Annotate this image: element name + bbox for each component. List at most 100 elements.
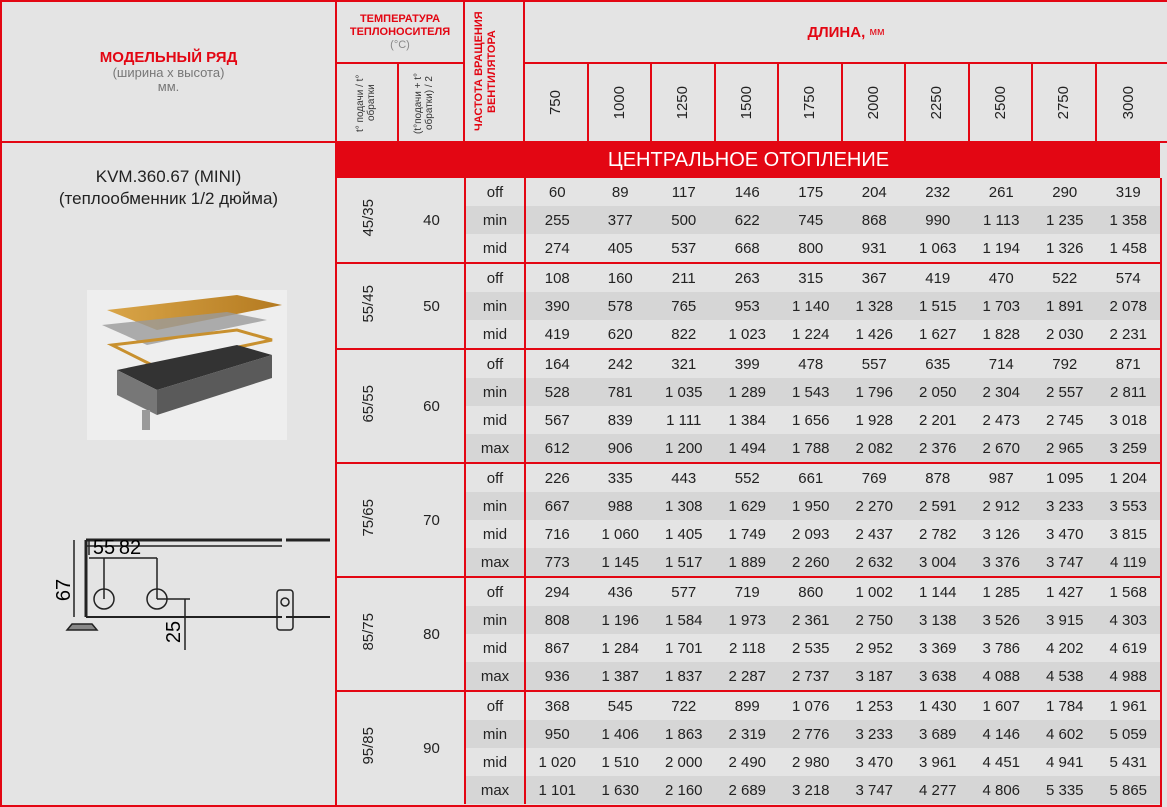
heat-output-value: 1 076 <box>779 690 843 720</box>
length-column-header: 1000 <box>588 64 652 143</box>
temp-average: 90 <box>423 739 440 757</box>
heat-output-value: 255 <box>525 206 589 234</box>
heat-output-value: 4 119 <box>1096 548 1160 577</box>
dim-55: 55 <box>93 537 115 559</box>
heat-output-value: 3 553 <box>1096 492 1160 520</box>
length-header: ДЛИНА, мм <box>525 2 1167 64</box>
temp-average-cell: 90 <box>399 690 466 804</box>
dim-25: 25 <box>163 621 185 643</box>
heat-output-value: 2 201 <box>918 411 957 429</box>
heat-output-value: 1 568 <box>1096 576 1160 606</box>
heat-output-value: 5 431 <box>1109 753 1148 771</box>
heat-output-value: 1 284 <box>601 639 640 657</box>
heat-output-value: 2 591 <box>906 492 970 520</box>
temp-supply-return-header: t° подачи / t° обратки <box>337 64 399 143</box>
length-column-header: 2250 <box>906 64 970 143</box>
temperature-unit: (°C) <box>390 38 410 51</box>
heat-output-value: 315 <box>779 262 843 292</box>
heat-output-value: 419 <box>544 325 570 343</box>
table-row: mid 567 839 1 111 1 384 1 656 1 928 2 201 2 473 2… <box>337 406 1160 434</box>
heat-output-value: 622 <box>715 206 779 234</box>
heat-output-value: 2 776 <box>779 720 843 748</box>
heat-output-value: 2 535 <box>791 639 830 657</box>
temp-average: 40 <box>423 211 440 229</box>
heat-output-value: 5 865 <box>1096 776 1160 804</box>
heat-output-value: 2 632 <box>842 548 906 577</box>
heat-output-table: 45/35 40 off 60 89 117 146 175 204 232 261 290 319 mi… <box>337 178 1160 804</box>
length-label: 1750 <box>801 85 819 120</box>
length-column-header: 2000 <box>842 64 906 143</box>
heat-output-value: 2 118 <box>729 639 766 657</box>
heat-output-value: 3 815 <box>1109 525 1148 543</box>
heat-output-value: 419 <box>906 262 970 292</box>
fan-speed-cell: off <box>465 178 526 206</box>
heat-output-value: 108 <box>525 262 589 292</box>
length-column-header: 1500 <box>715 64 779 143</box>
length-label: 1000 <box>610 85 628 120</box>
heat-output-value: 1 406 <box>588 720 652 748</box>
temp-group-cell: 75/65 <box>337 462 399 577</box>
heat-output-value: 2 811 <box>1096 378 1160 406</box>
heat-output-value: 294 <box>525 576 589 606</box>
length-unit: мм <box>869 26 885 38</box>
heat-output-value: 1 703 <box>969 292 1033 320</box>
heat-output-value: 1 517 <box>652 548 716 577</box>
heat-output-value: 1 630 <box>588 776 652 804</box>
temp-group-cell: 95/85 <box>337 690 399 804</box>
temp-average: 80 <box>423 625 440 643</box>
heat-output-value: 89 <box>611 183 629 201</box>
heat-output-value: 3 747 <box>842 776 906 804</box>
dim-67: 67 <box>53 579 75 601</box>
heat-output-value: 1 308 <box>652 492 716 520</box>
heat-output-value: 3 915 <box>1033 606 1097 634</box>
table-row: max 1 101 1 630 2 160 2 689 3 218 3 747 4 277 4 … <box>337 776 1160 804</box>
table-row: 95/85 90 off 368 545 722 899 1 076 1 253 1 430 1 6… <box>337 690 1160 804</box>
temperature-header: ТЕМПЕРАТУРА ТЕПЛОНОСИТЕЛЯ (°C) <box>337 2 465 64</box>
temp-supply-return: 65/55 <box>359 385 377 423</box>
heat-output-value: 2 437 <box>855 525 894 543</box>
heat-output-value: 1 863 <box>652 720 716 748</box>
heat-output-value: 146 <box>734 183 760 201</box>
heat-output-value: 1 095 <box>1033 462 1097 492</box>
heat-output-value: 577 <box>652 576 716 606</box>
temp-average-cell: 40 <box>399 178 466 263</box>
heat-output-value: 3 689 <box>906 720 970 748</box>
fan-speed-cell: mid <box>465 406 526 434</box>
fan-speed-cell: off <box>465 576 526 606</box>
heat-output-value: 1 035 <box>652 378 716 406</box>
heat-output-value: 1 828 <box>982 325 1021 343</box>
heat-output-value: 2 270 <box>842 492 906 520</box>
heat-output-value: 3 470 <box>855 753 894 771</box>
fan-speed-cell: off <box>465 348 526 378</box>
length-title: ДЛИНА, <box>807 23 866 41</box>
heat-output-value: 1 060 <box>601 525 640 543</box>
table-row: min 808 1 196 1 584 1 973 2 361 2 750 3 138 3 52… <box>337 606 1160 634</box>
heat-output-value: 2 782 <box>918 525 957 543</box>
temp-average-cell: 80 <box>399 576 466 691</box>
heat-output-value: 1 144 <box>906 576 970 606</box>
heat-output-value: 552 <box>715 462 779 492</box>
heat-output-value: 117 <box>671 183 696 201</box>
heat-output-value: 528 <box>525 378 589 406</box>
heat-output-value: 1 749 <box>728 525 767 543</box>
temp-average-cell: 50 <box>399 262 466 349</box>
heat-output-value: 1 629 <box>715 492 779 520</box>
heat-output-value: 1 113 <box>969 206 1033 234</box>
fan-speed-cell: max <box>465 434 526 463</box>
table-row: max 773 1 145 1 517 1 889 2 260 2 632 3 004 3 37… <box>337 548 1160 577</box>
heat-output-value: 3 126 <box>982 525 1021 543</box>
heat-output-value: 2 912 <box>969 492 1033 520</box>
length-label: 1500 <box>737 85 755 120</box>
dimension-drawing: 55 82 67 25 <box>53 537 330 650</box>
heat-output-value: 4 806 <box>969 776 1033 804</box>
heat-output-value: 722 <box>652 690 716 720</box>
heat-output-value: 3 376 <box>969 548 1033 577</box>
heat-output-value: 3 747 <box>1033 548 1097 577</box>
heat-output-value: 792 <box>1033 348 1097 378</box>
heat-output-value: 3 004 <box>906 548 970 577</box>
heat-output-value: 1 607 <box>969 690 1033 720</box>
table-row: 55/45 50 off 108 160 211 263 315 367 419 470 522 574 <box>337 262 1160 349</box>
heat-output-value: 164 <box>525 348 589 378</box>
heat-output-value: 1 145 <box>588 548 652 577</box>
